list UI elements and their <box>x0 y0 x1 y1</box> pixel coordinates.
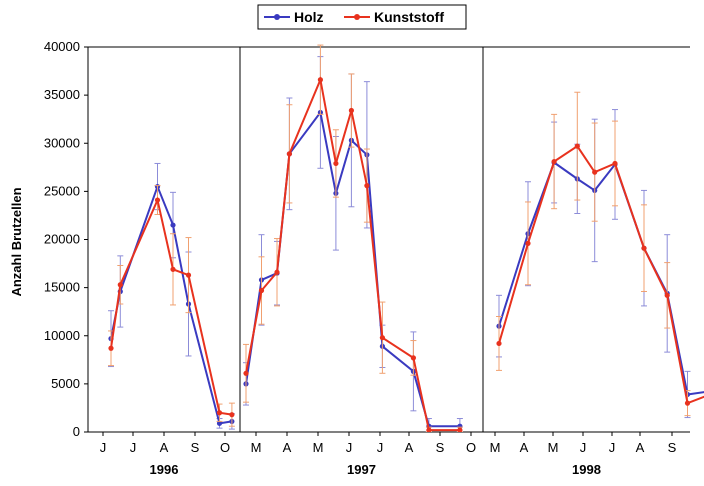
data-point-holz <box>170 222 176 228</box>
x-tick-label: A <box>636 440 645 455</box>
data-point-kunststoff <box>185 272 192 278</box>
x-tick-label: A <box>160 440 169 455</box>
data-point-kunststoff <box>333 160 339 167</box>
data-point-kunststoff <box>258 287 265 294</box>
y-tick-label: 20000 <box>44 232 80 247</box>
panel-series-1996 <box>108 162 235 430</box>
data-point-kunststoff <box>216 410 223 416</box>
data-point-kunststoff <box>364 183 370 189</box>
legend: Holz Kunststoff <box>257 4 467 30</box>
x-tick-label: S <box>436 440 445 455</box>
data-point-kunststoff <box>641 245 647 251</box>
data-point-kunststoff <box>664 292 670 298</box>
x-tick-label: S <box>191 440 200 455</box>
legend-kunststoff-marker <box>354 14 360 20</box>
legend-holz-marker <box>274 14 280 20</box>
x-tick-label: J <box>580 440 587 455</box>
data-point-kunststoff <box>274 269 280 275</box>
x-tick-label: J <box>609 440 616 455</box>
series-line-kunststoff <box>245 76 460 432</box>
axes: 0 5000 10000 15000 20000 25000 30000 35000 40000 <box>44 39 690 439</box>
panel-1996: J J A S O 1996 <box>100 162 235 477</box>
legend-holz-label: Holz <box>294 9 324 25</box>
data-point-kunststoff <box>574 143 580 149</box>
x-tick-label: M <box>490 440 501 455</box>
data-point-kunststoff <box>551 158 557 165</box>
y-tick-label: 35000 <box>44 87 80 102</box>
data-point-kunststoff <box>170 266 176 272</box>
data-point-kunststoff <box>525 240 531 246</box>
y-tick-label: 40000 <box>44 39 80 54</box>
y-tick-label: 0 <box>73 424 80 439</box>
series-line-holz <box>498 160 704 396</box>
x-tick-label: J <box>346 440 353 455</box>
x-tick-label: A <box>283 440 292 455</box>
data-point-kunststoff <box>426 427 432 432</box>
x-tick-label: O <box>466 440 476 455</box>
year-label-1996: 1996 <box>150 462 179 477</box>
panel-1998: M A M J J A S 1998 <box>490 91 704 477</box>
data-point-kunststoff <box>684 400 691 406</box>
legend-kunststoff-label: Kunststoff <box>374 9 444 25</box>
x-tick-label: J <box>377 440 384 455</box>
data-point-kunststoff <box>592 169 598 175</box>
panel-1997: M A M J J A S O 1997 <box>243 44 476 477</box>
year-label-1998: 1998 <box>572 462 601 477</box>
panels: J J A S O 1996 M A M J J A S O 1997 M A M J J A S 1998 <box>100 44 704 477</box>
x-tick-label: S <box>668 440 677 455</box>
data-point-kunststoff <box>154 197 161 203</box>
data-point-kunststoff <box>317 77 323 83</box>
data-point-kunststoff <box>243 370 249 376</box>
data-point-kunststoff <box>612 160 618 167</box>
x-tick-label: J <box>130 440 137 455</box>
x-tick-label: A <box>520 440 529 455</box>
x-tick-label: O <box>220 440 230 455</box>
x-tick-label: M <box>313 440 324 455</box>
data-point-kunststoff <box>286 151 292 157</box>
panel-series-1998 <box>496 91 704 419</box>
y-tick-label: 25000 <box>44 183 80 198</box>
series-line-kunststoff <box>498 144 704 405</box>
x-tick-label: M <box>251 440 262 455</box>
data-point-kunststoff <box>410 355 416 361</box>
y-tick-label: 5000 <box>51 376 80 391</box>
data-point-kunststoff <box>379 335 385 341</box>
x-tick-label: J <box>100 440 107 455</box>
y-tick-label: 10000 <box>44 328 80 343</box>
data-point-kunststoff <box>348 107 354 114</box>
data-point-kunststoff <box>496 340 502 347</box>
data-point-kunststoff <box>108 345 114 351</box>
y-tick-label: 30000 <box>44 135 80 150</box>
x-tick-label: M <box>548 440 559 455</box>
data-point-kunststoff <box>457 427 463 432</box>
x-tick-label: A <box>405 440 414 455</box>
panel-series-1997 <box>243 44 463 432</box>
data-point-kunststoff <box>117 282 123 288</box>
data-point-kunststoff <box>229 412 235 418</box>
y-tick-label: 15000 <box>44 280 80 295</box>
year-label-1997: 1997 <box>347 462 376 477</box>
series-line-kunststoff <box>110 196 233 416</box>
y-axis-title: Anzahl Brutzellen <box>9 187 24 296</box>
data-point-holz <box>216 420 223 426</box>
